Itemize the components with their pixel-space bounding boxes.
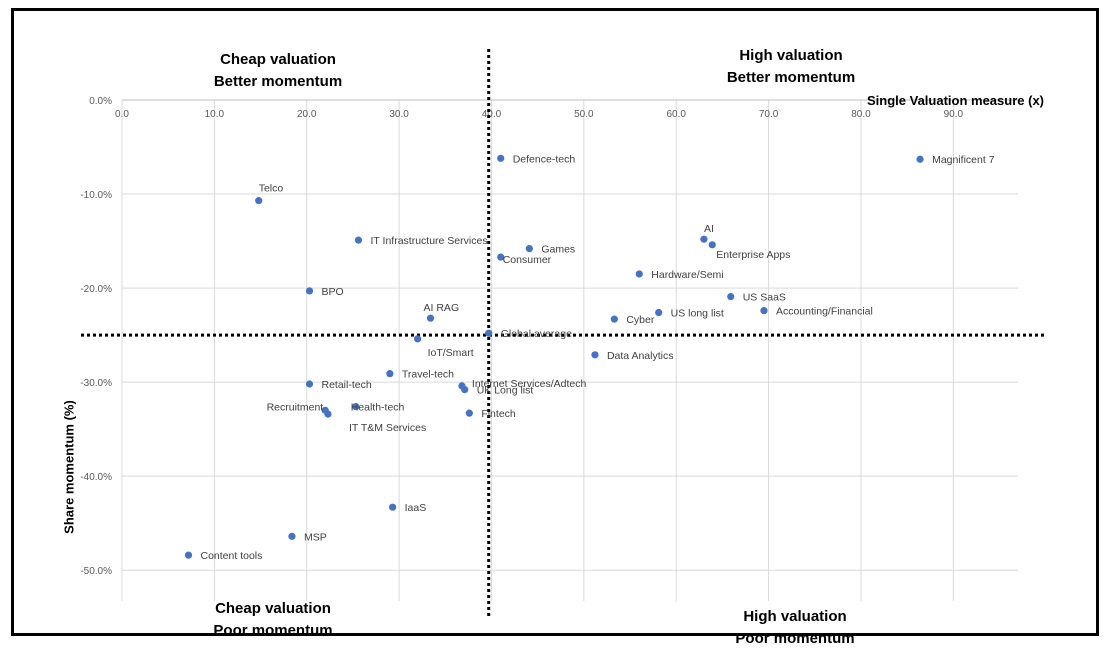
- data-point: [354, 236, 363, 244]
- quadrant-label-line: High valuation: [739, 47, 843, 64]
- data-point: [610, 315, 618, 323]
- quadrant-label-bottom-right: High valuation Poor momentum: [714, 606, 876, 650]
- y-tick-label: -50.0%: [80, 566, 112, 577]
- data-point: [708, 241, 716, 249]
- data-point-label: Magnificent 7: [932, 154, 995, 166]
- data-point-label: Defence-tech: [513, 153, 576, 165]
- data-point-label: US SaaS: [743, 292, 786, 304]
- data-point-label: Games: [541, 244, 575, 256]
- data-point-label: Telco: [259, 183, 284, 195]
- data-point-label: BPO: [322, 286, 344, 298]
- x-tick-label: 10.0: [205, 109, 225, 120]
- data-point: [497, 253, 505, 261]
- data-point-label: Retail-tech: [322, 379, 372, 391]
- data-point-label: Content tools: [201, 550, 263, 562]
- data-point: [525, 244, 533, 253]
- data-point-label: US long list: [671, 308, 724, 320]
- data-point: [184, 551, 193, 559]
- quadrant-label-line: Cheap valuation: [220, 51, 336, 68]
- x-tick-label: 50.0: [574, 109, 594, 120]
- data-point-label: IT T&M Services: [349, 422, 426, 434]
- data-point: [389, 503, 397, 511]
- data-point-label: Global average: [501, 328, 572, 340]
- quadrant-label-top-right: High valuation Better momentum: [706, 45, 876, 89]
- data-point: [727, 292, 735, 301]
- data-point: [352, 402, 360, 411]
- data-point-label: IT Infrastructure Services: [370, 235, 487, 247]
- data-point: [465, 409, 473, 417]
- data-point: [413, 335, 422, 343]
- y-tick-label: -20.0%: [80, 284, 112, 295]
- quadrant-label-bottom-left: Cheap valuation Poor momentum: [198, 598, 348, 642]
- x-tick-label: 20.0: [297, 109, 317, 120]
- data-point-label: Cyber: [626, 314, 655, 326]
- data-point: [635, 270, 643, 278]
- x-tick-label: 70.0: [759, 109, 779, 120]
- scatter-chart: 0.0% -10.0% -20.0% -30.0% -40.0% -50.0% 0.0 10.…: [80, 49, 1044, 619]
- data-point: [916, 155, 924, 163]
- data-point: [655, 308, 663, 317]
- data-point-label: MSP: [304, 531, 327, 543]
- x-tick-label: 40.0: [482, 109, 502, 120]
- quadrant-label-top-left: Cheap valuation Better momentum: [198, 49, 358, 93]
- data-point-label: Consumer: [503, 254, 552, 266]
- quadrant-label-line: Cheap valuation: [215, 600, 331, 617]
- data-point-label: Hardware/Semi: [651, 269, 723, 281]
- data-point-label: UK Long list: [477, 385, 534, 397]
- x-tick-label: 80.0: [851, 109, 871, 120]
- x-tick-label: 30.0: [389, 109, 409, 120]
- data-point: [305, 380, 314, 388]
- data-point-label: Health-tech: [351, 402, 405, 414]
- data-point-label: Internet Services/Adtech: [472, 378, 587, 390]
- data-point-label: Recruitment: [267, 401, 324, 413]
- gridlines: [121, 99, 1018, 601]
- data-point: [305, 287, 314, 295]
- data-point: [485, 329, 493, 337]
- x-tick-label: 60.0: [666, 109, 686, 120]
- y-tick-label: -40.0%: [80, 472, 112, 483]
- data-point: [288, 532, 296, 540]
- data-point: [461, 386, 469, 394]
- axes: 0.0% -10.0% -20.0% -30.0% -40.0% -50.0% 0.0 10.…: [80, 96, 1018, 577]
- y-axis-title: Share momentum (%): [61, 400, 77, 534]
- chart-frame: 0.0% -10.0% -20.0% -30.0% -40.0% -50.0% 0.0 10.…: [11, 8, 1099, 647]
- data-point-label: Data Analytics: [607, 350, 674, 362]
- data-point-label: IoT/Smart: [428, 347, 474, 359]
- y-tick-label: -30.0%: [80, 378, 112, 389]
- quadrant-label-line: Better momentum: [726, 69, 856, 86]
- data-point: [591, 351, 599, 359]
- data-point: [700, 235, 708, 243]
- data-point-label: Enterprise Apps: [716, 249, 790, 261]
- data-point: [760, 307, 768, 315]
- data-point-label: AI RAG: [424, 302, 460, 314]
- quadrant-label-line: Poor momentum: [213, 622, 333, 639]
- y-tick-label: -10.0%: [80, 190, 112, 201]
- data-point-label: Travel-tech: [402, 369, 454, 381]
- data-point-label: IaaS: [405, 502, 427, 514]
- y-tick-label: 0.0%: [89, 96, 112, 107]
- data-point: [386, 370, 394, 378]
- data-point-label: AI: [704, 223, 714, 235]
- data-point: [255, 197, 263, 205]
- data-points: Defence-tech Magnificent 7 Telco IT Infrast…: [184, 153, 995, 562]
- data-point: [497, 154, 505, 162]
- data-point: [324, 410, 332, 418]
- quadrant-label-line: Better momentum: [213, 73, 343, 90]
- x-tick-label: 90.0: [944, 109, 964, 120]
- quadrant-label-line: Poor momentum: [735, 630, 855, 647]
- data-point-label: Accounting/Financial: [776, 306, 873, 318]
- data-point-label: Fintech: [481, 408, 516, 420]
- x-tick-label: 0.0: [115, 109, 129, 120]
- quadrant-label-line: High valuation: [743, 608, 847, 625]
- x-axis-title: Single Valuation measure (x): [867, 93, 1044, 108]
- data-point: [426, 314, 435, 322]
